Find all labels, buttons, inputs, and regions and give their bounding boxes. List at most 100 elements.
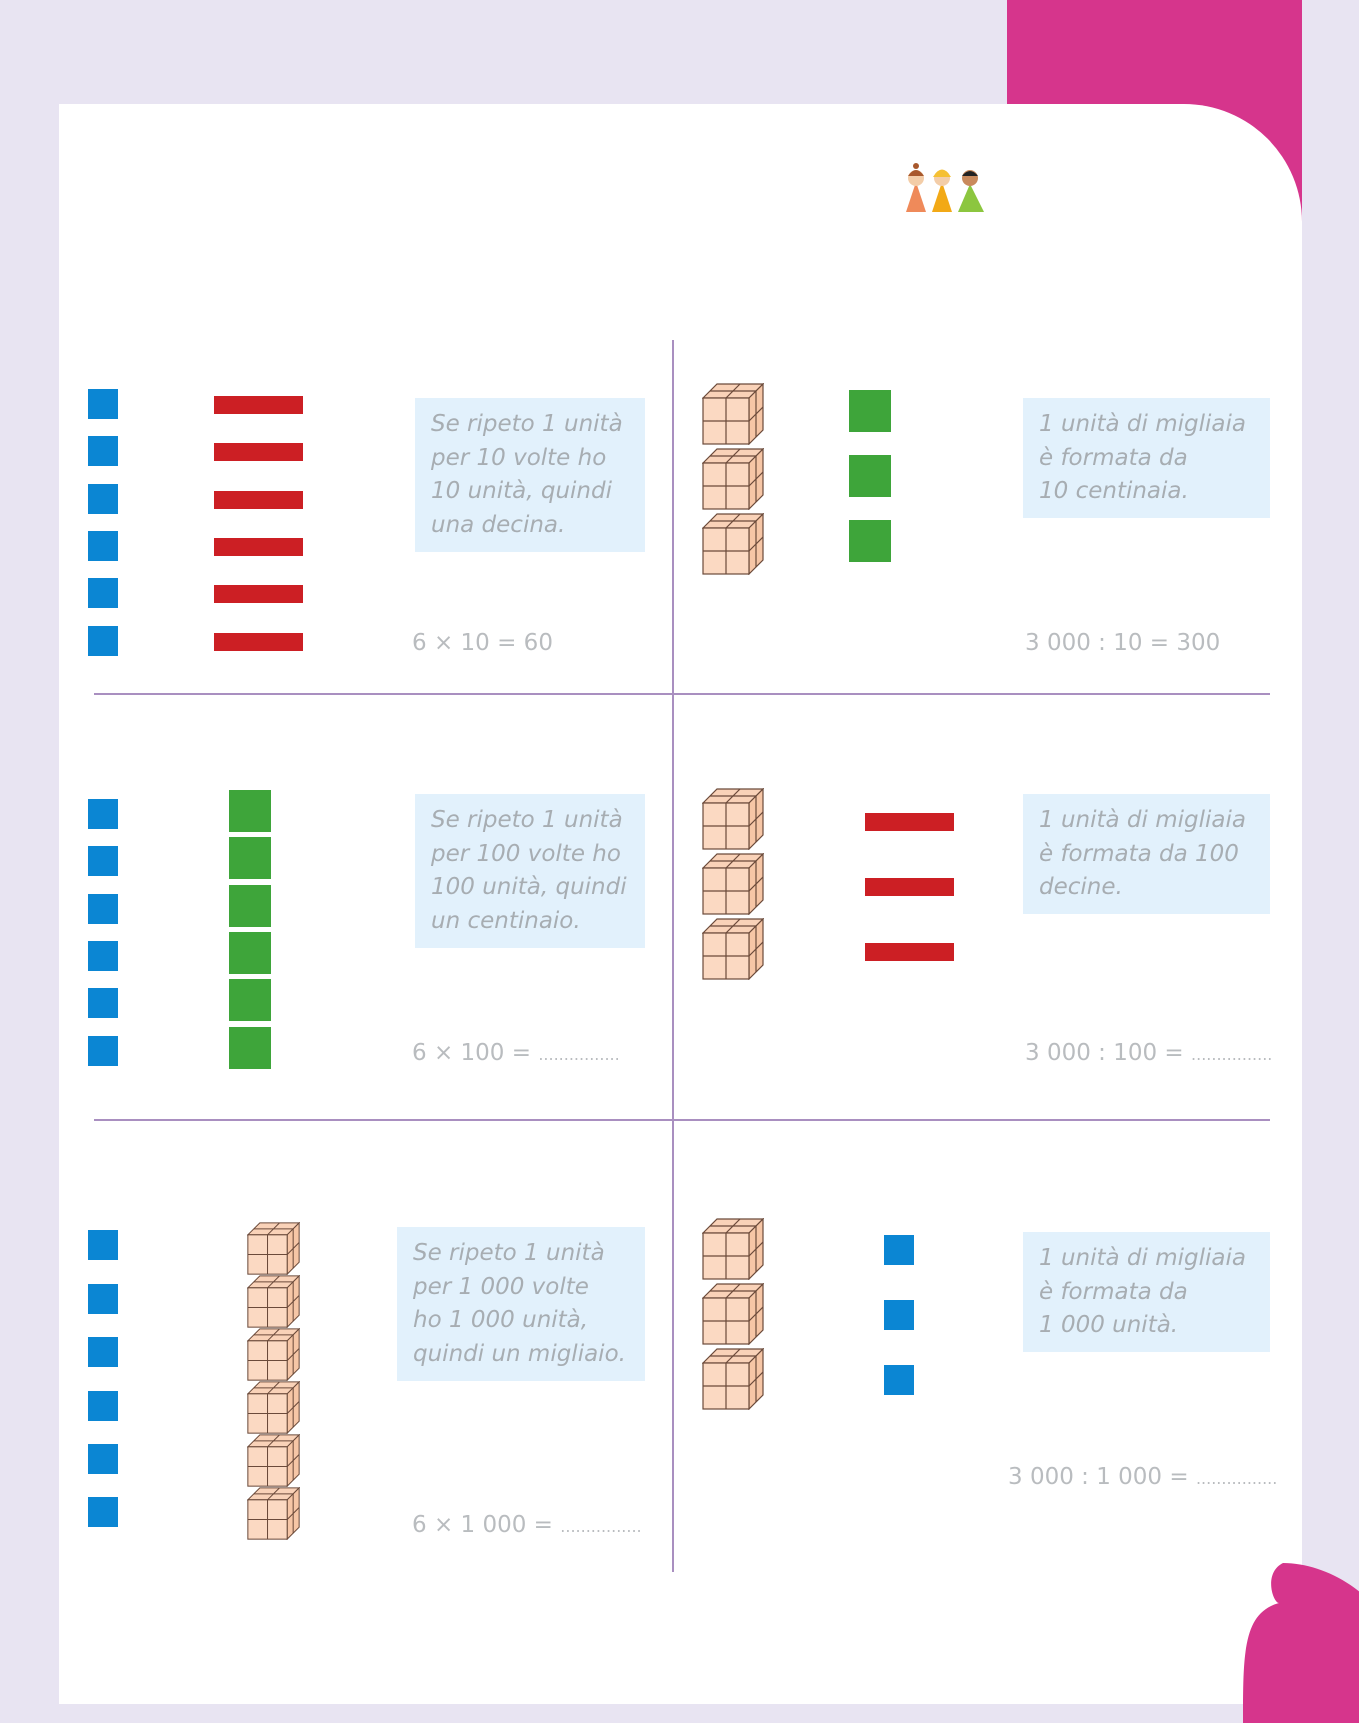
thousand-cube-icon xyxy=(247,1328,300,1381)
note-line: 1 unità di migliaia xyxy=(1039,1245,1246,1271)
thousand-cube-icon xyxy=(247,1222,300,1275)
unit-square-icon xyxy=(88,531,118,561)
vertical-divider xyxy=(672,340,674,1572)
unit-square-icon xyxy=(88,578,118,608)
ten-rod-icon xyxy=(214,585,303,603)
unit-square-icon xyxy=(88,846,118,876)
unit-square-icon xyxy=(88,1391,118,1421)
note-line: è formata da 100 xyxy=(1039,840,1239,867)
ten-rod-icon xyxy=(214,443,303,461)
equation-text: 3 000 : 100 = xyxy=(1025,1040,1192,1066)
note-line: Se ripeto 1 unità xyxy=(413,1240,605,1266)
note-line: Se ripeto 1 unità xyxy=(431,807,623,833)
ten-rod-icon xyxy=(214,633,303,651)
equation: 6 × 10 = 60 xyxy=(412,630,553,656)
explanation-note: 1 unità di migliaia è formata da 10 cent… xyxy=(1023,398,1270,518)
horizontal-divider xyxy=(94,693,1270,695)
note-line: un centinaio. xyxy=(431,907,581,934)
unit-square-icon xyxy=(88,894,118,924)
kids-illustration-icon xyxy=(906,163,984,212)
ten-rod-icon xyxy=(865,878,954,896)
corner-decoration-icon xyxy=(1243,1563,1359,1723)
equation-text: 6 × 1 000 = xyxy=(412,1512,561,1538)
equation: 3 000 : 100 = ................ xyxy=(1025,1040,1272,1066)
answer-blank[interactable]: ................ xyxy=(1191,1045,1273,1064)
note-line: 100 unità, quindi xyxy=(431,874,627,900)
thousand-cube-icon xyxy=(702,448,764,510)
answer-blank[interactable]: ................ xyxy=(1195,1469,1278,1488)
unit-square-icon xyxy=(88,436,118,466)
equation: 6 × 1 000 = ................ xyxy=(412,1512,642,1538)
unit-square-icon xyxy=(88,389,118,419)
hundred-flat-icon xyxy=(229,979,271,1021)
horizontal-divider xyxy=(94,1119,1270,1121)
note-line: una decina. xyxy=(431,511,566,538)
unit-square-icon xyxy=(88,1036,118,1066)
thousand-cube-icon xyxy=(702,1218,764,1280)
hundred-flat-icon xyxy=(229,790,271,832)
note-line: 1 000 unità. xyxy=(1039,1312,1179,1338)
thousand-cube-icon xyxy=(702,788,764,850)
note-line: è formata da xyxy=(1039,444,1188,471)
answer-blank[interactable]: ................ xyxy=(560,1517,642,1536)
explanation-note: 1 unità di migliaia è formata da 1 000 u… xyxy=(1023,1232,1270,1352)
note-line: 1 unità di migliaia xyxy=(1039,807,1246,833)
equation: 3 000 : 1 000 = ................ xyxy=(1008,1464,1277,1490)
note-line: 1 unità di migliaia xyxy=(1039,411,1246,437)
unit-square-icon xyxy=(88,484,118,514)
answer-blank[interactable]: ................ xyxy=(538,1045,620,1064)
note-line: 10 centinaia. xyxy=(1039,478,1189,504)
unit-square-icon xyxy=(88,1284,118,1314)
thousand-cube-icon xyxy=(247,1434,300,1487)
unit-square-icon xyxy=(884,1300,914,1330)
note-line: Se ripeto 1 unità xyxy=(431,411,623,437)
thousand-cube-icon xyxy=(702,853,764,915)
thousand-cube-icon xyxy=(702,1283,764,1345)
note-line: ho 1 000 unità, xyxy=(413,1307,589,1333)
hundred-flat-icon xyxy=(849,455,891,497)
unit-square-icon xyxy=(88,1337,118,1367)
thousand-cube-icon xyxy=(702,918,764,980)
note-line: quindi un migliaio. xyxy=(413,1340,626,1367)
thousand-cube-icon xyxy=(702,513,764,575)
unit-square-icon xyxy=(88,1230,118,1260)
explanation-note: 1 unità di migliaia è formata da 100 dec… xyxy=(1023,794,1270,914)
hundred-flat-icon xyxy=(849,390,891,432)
ten-rod-icon xyxy=(214,538,303,556)
hundred-flat-icon xyxy=(229,885,271,927)
thousand-cube-icon xyxy=(247,1381,300,1434)
note-line: 10 unità, quindi xyxy=(431,478,612,504)
hundred-flat-icon xyxy=(849,520,891,562)
unit-square-icon xyxy=(88,626,118,656)
note-line: per 1 000 volte xyxy=(413,1273,589,1300)
equation-text: 3 000 : 1 000 = xyxy=(1008,1464,1196,1490)
unit-square-icon xyxy=(88,941,118,971)
note-line: è formata da xyxy=(1039,1278,1188,1305)
hundred-flat-icon xyxy=(229,932,271,974)
explanation-note: Se ripeto 1 unità per 1 000 volte ho 1 0… xyxy=(397,1227,645,1381)
hundred-flat-icon xyxy=(229,837,271,879)
thousand-cube-icon xyxy=(702,1348,764,1410)
note-line: decine. xyxy=(1039,874,1123,900)
note-line: per 10 volte ho xyxy=(431,444,607,471)
ten-rod-icon xyxy=(865,943,954,961)
explanation-note: Se ripeto 1 unità per 100 volte ho 100 u… xyxy=(415,794,645,948)
equation: 6 × 100 = ................ xyxy=(412,1040,620,1066)
unit-square-icon xyxy=(88,988,118,1018)
thousand-cube-icon xyxy=(247,1275,300,1328)
unit-square-icon xyxy=(88,1497,118,1527)
equation: 3 000 : 10 = 300 xyxy=(1025,630,1221,656)
thousand-cube-icon xyxy=(702,383,764,445)
explanation-note: Se ripeto 1 unità per 10 volte ho 10 uni… xyxy=(415,398,645,552)
unit-square-icon xyxy=(884,1235,914,1265)
ten-rod-icon xyxy=(214,491,303,509)
hundred-flat-icon xyxy=(229,1027,271,1069)
equation-text: 6 × 100 = xyxy=(412,1040,539,1066)
unit-square-icon xyxy=(88,799,118,829)
thousand-cube-icon xyxy=(247,1487,300,1540)
ten-rod-icon xyxy=(865,813,954,831)
unit-square-icon xyxy=(884,1365,914,1395)
unit-square-icon xyxy=(88,1444,118,1474)
ten-rod-icon xyxy=(214,396,303,414)
note-line: per 100 volte ho xyxy=(431,840,621,867)
